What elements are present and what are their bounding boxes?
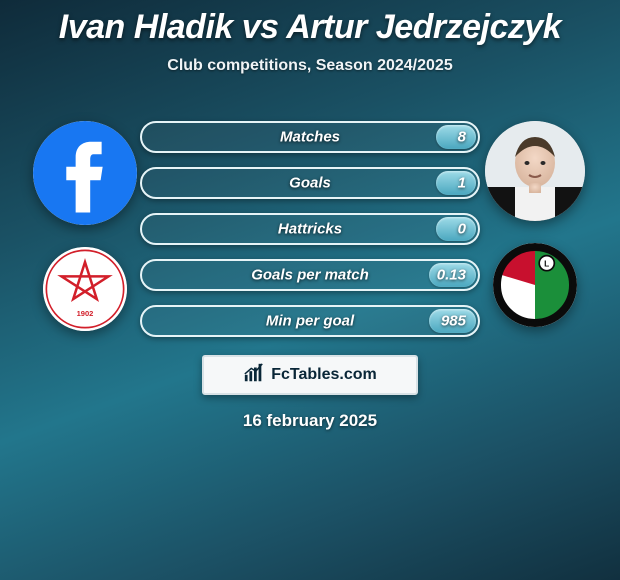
stat-bar: Min per goal 985 <box>140 305 480 337</box>
stat-bar-fill <box>436 171 476 195</box>
player-left-column: 1902 <box>30 117 140 331</box>
stat-bar-label: Goals per match <box>251 267 369 284</box>
subtitle: Club competitions, Season 2024/2025 <box>167 57 452 75</box>
stat-bar-fill <box>436 217 476 241</box>
chart-icon <box>243 362 265 389</box>
stat-bar-value: 985 <box>441 313 466 330</box>
player-right-avatar <box>485 121 585 221</box>
stat-bar-label: Min per goal <box>266 313 354 330</box>
stat-bar: Goals 1 <box>140 167 480 199</box>
site-name: FcTables.com <box>271 366 377 384</box>
date-text: 16 february 2025 <box>243 411 377 431</box>
stat-bar: Goals per match 0.13 <box>140 259 480 291</box>
stat-bar-label: Goals <box>289 175 331 192</box>
player-left-avatar <box>33 121 137 225</box>
stat-bar-value: 8 <box>458 129 466 146</box>
infographic-root: Ivan Hladik vs Artur Jedrzejczyk Club co… <box>0 0 620 580</box>
stat-bar: Matches 8 <box>140 121 480 153</box>
stat-bar-fill <box>436 125 476 149</box>
stat-bar-value: 1 <box>458 175 466 192</box>
stat-bar-value: 0.13 <box>437 267 466 284</box>
stat-bar: Hattricks 0 <box>140 213 480 245</box>
stat-bars: Matches 8 Goals 1 Hattricks 0 Goals per match 0… <box>140 121 480 337</box>
stat-bar-label: Matches <box>280 129 340 146</box>
site-badge: FcTables.com <box>202 355 418 395</box>
stat-bar-value: 0 <box>458 221 466 238</box>
comparison-row: 1902 Matches 8 Goals 1 Hattricks 0 Goals per m… <box>0 117 620 337</box>
stat-bar-label: Hattricks <box>278 221 342 238</box>
svg-text:L: L <box>544 259 549 269</box>
svg-text:1902: 1902 <box>77 309 94 318</box>
page-title: Ivan Hladik vs Artur Jedrzejczyk <box>59 8 561 47</box>
club-left-crest: 1902 <box>43 247 127 331</box>
club-right-crest: L <box>493 243 577 327</box>
player-right-column: L <box>480 117 590 327</box>
